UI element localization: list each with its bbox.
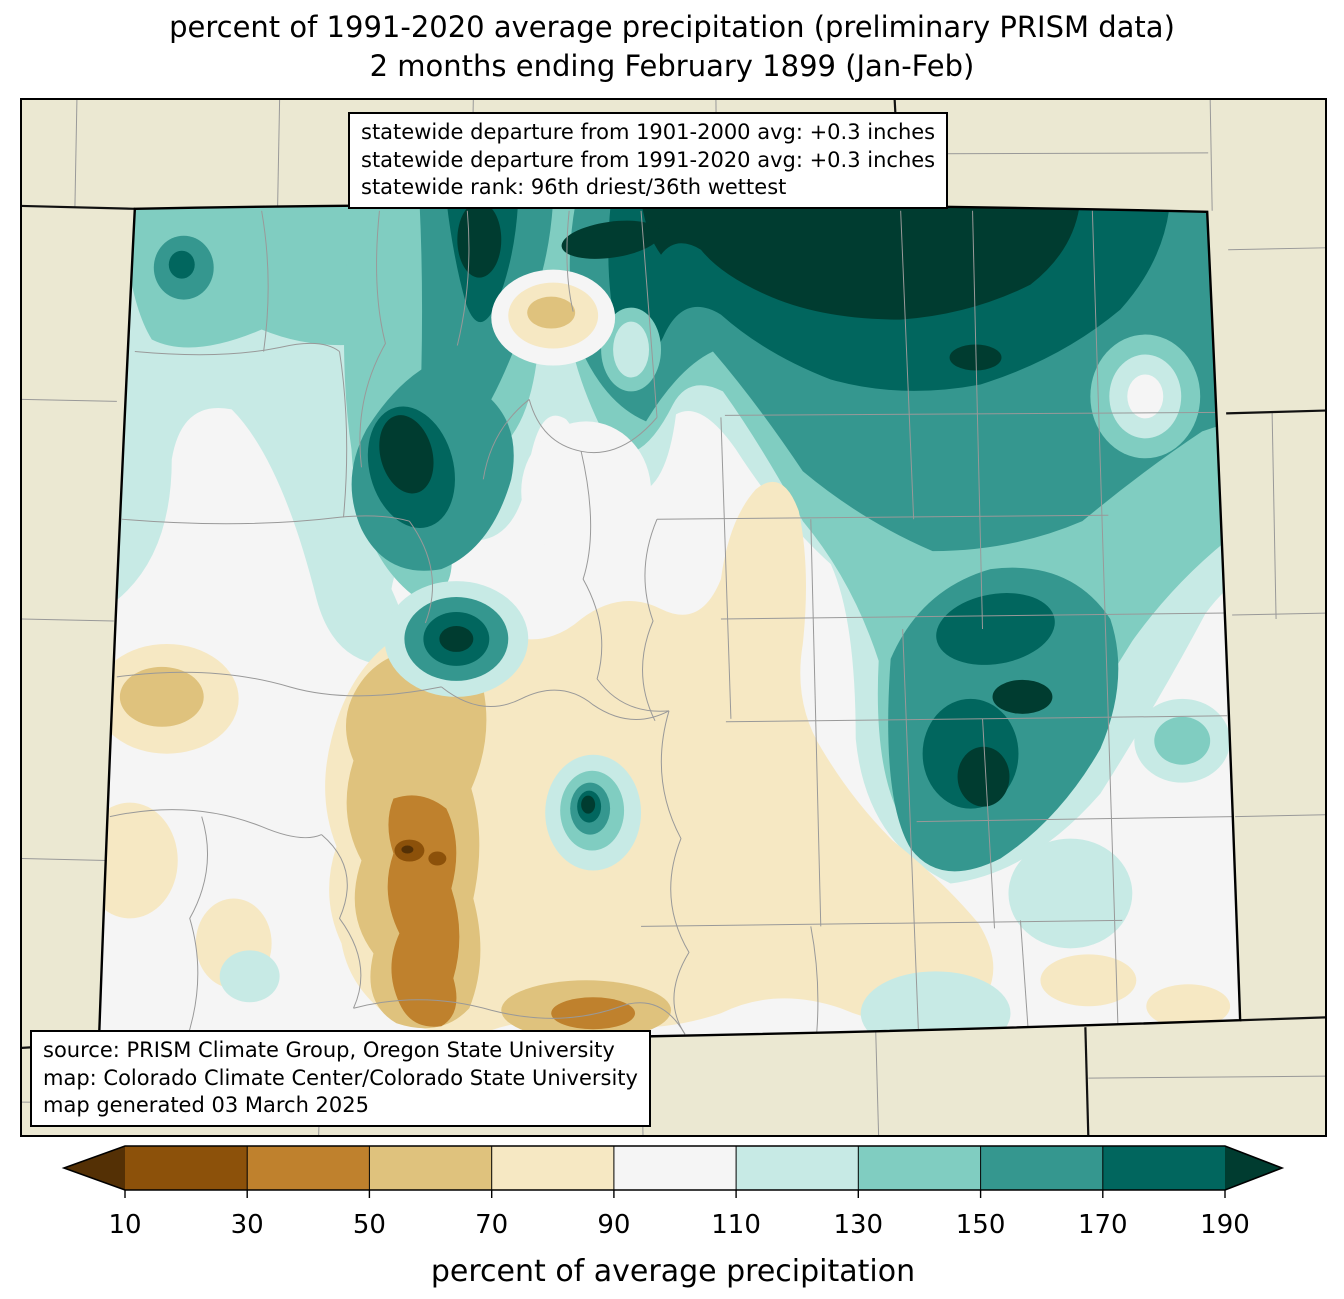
colorbar-tick-label: 130 [833, 1210, 883, 1240]
colorbar-segment [736, 1146, 859, 1190]
south-bullseye-190 [581, 795, 596, 814]
statewide-stats-box: statewide departure from 1901-2000 avg: … [348, 112, 949, 210]
generated-date-line: map generated 03 March 2025 [43, 1093, 370, 1118]
contour-gt190-nw-core [379, 415, 434, 494]
colorbar-segment [247, 1146, 370, 1190]
colorbar-segment [980, 1146, 1103, 1190]
colorbar-segment [491, 1146, 614, 1190]
colorbar-segment [125, 1146, 248, 1190]
colorbar-tick-label: 110 [711, 1210, 761, 1240]
contour-lt10-dot [401, 845, 414, 854]
precipitation-contours [98, 204, 1241, 1044]
colorado-precipitation-map [22, 100, 1325, 1135]
colorbar-segment [369, 1146, 492, 1190]
colorbar-segment [1102, 1146, 1226, 1190]
colorbar-arrow-high [1225, 1146, 1282, 1190]
colorbar-tick-label: 170 [1078, 1210, 1128, 1240]
colorbar-bar [61, 1145, 1285, 1198]
dry-spot-top-core [527, 296, 576, 329]
source-credit-box: source: PRISM Climate Group, Oregon Stat… [30, 1029, 651, 1127]
contour-70-90-se-b [1146, 984, 1231, 1029]
colorbar-tick-label: 90 [597, 1210, 630, 1240]
contour-10-30-b [428, 851, 447, 866]
page-subtitle: 2 months ending February 1899 (Jan-Feb) [369, 49, 975, 83]
colorbar-segment [613, 1146, 737, 1190]
stats-line-departure-1991-2020: statewide departure from 1991-2020 avg: … [361, 147, 936, 172]
colorbar-dividers [246, 1146, 1104, 1190]
contour-gt190-ne [641, 204, 1081, 320]
contour-50-70-west [119, 666, 204, 727]
colorbar-tick-label: 190 [1200, 1210, 1250, 1240]
stats-line-departure-1901-2000: statewide departure from 1901-2000 avg: … [361, 120, 936, 144]
source-line: source: PRISM Climate Group, Oregon Stat… [43, 1037, 615, 1062]
contour-30-50-sw [387, 795, 460, 1027]
teal-blob-east-edge-core [1154, 716, 1211, 765]
hole-near-normal-center [521, 421, 652, 562]
colorbar-tick-marks [124, 1190, 1226, 1198]
colorbar-tick-label: 30 [231, 1210, 264, 1240]
contour-gt190-band-core [457, 204, 502, 278]
page-title: percent of 1991-2020 average precipitati… [169, 10, 1175, 44]
colorbar-tick-label: 10 [108, 1210, 141, 1240]
map-credit-line: map: Colorado Climate Center/Colorado St… [43, 1065, 638, 1090]
contour-70-90-central [325, 481, 994, 1034]
central-bullseye-190 [439, 625, 474, 652]
colorbar-tick-label: 150 [956, 1210, 1006, 1240]
colorbar-segment [858, 1146, 981, 1190]
colorbar-arrow-low [64, 1146, 125, 1190]
map-frame: statewide departure from 1901-2000 avg: … [20, 98, 1327, 1137]
hole-ring-b3 [1127, 374, 1164, 419]
contour-gt190-tongue [561, 220, 661, 259]
colorbar-axis-label: percent of average precipitation [431, 1254, 915, 1289]
contour-70-90-se-a [1040, 954, 1137, 1007]
contour-gt190-ne-dot [949, 344, 1002, 371]
hole-ring-a2 [613, 321, 650, 378]
colorbar-tick-label: 50 [353, 1210, 386, 1240]
colorbar-tick-labels: 10 30 50 70 90 110 130 150 170 190 [108, 1210, 1249, 1240]
contour-30-50-south-dot [551, 997, 636, 1030]
contour-170-190-nw-dot [168, 250, 195, 279]
contour-gt190-east-b [957, 746, 1010, 807]
county-lines [109, 210, 1234, 1043]
contour-170-190-east-a [936, 593, 1055, 665]
contour-gt190-east-a [992, 679, 1053, 714]
colorbar: 10 30 50 70 90 110 130 150 170 190 perce… [61, 1145, 1285, 1289]
stats-line-rank: statewide rank: 96th driest/36th wettest [361, 175, 787, 200]
colorbar-tick-label: 70 [475, 1210, 508, 1240]
teal-blob-southwest [219, 950, 280, 1003]
